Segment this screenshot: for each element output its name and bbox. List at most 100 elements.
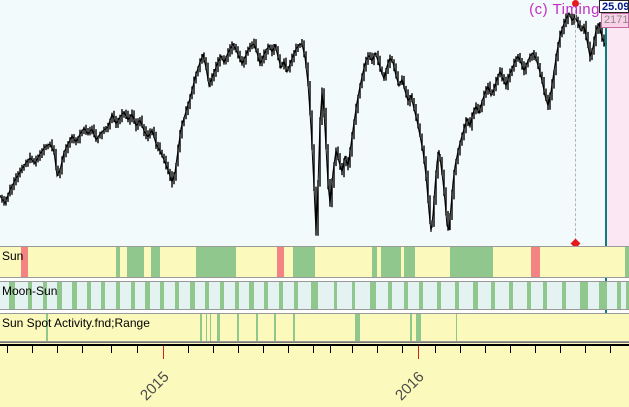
future-highlight-region — [607, 13, 629, 247]
month-tick — [352, 346, 353, 353]
green-stripe — [388, 282, 392, 309]
green-stripe — [175, 282, 179, 309]
green-stripe — [116, 247, 120, 277]
green-stripe — [543, 282, 547, 309]
green-stripe — [9, 282, 15, 309]
green-stripe — [455, 282, 459, 309]
green-stripe — [210, 314, 211, 341]
green-stripe — [509, 282, 513, 309]
band-sun-spot-activity-label: Sun Spot Activity.fnd;Range — [2, 316, 150, 330]
green-stripe — [437, 282, 441, 309]
green-stripe — [626, 282, 629, 309]
green-stripe — [456, 314, 457, 341]
month-tick — [585, 346, 586, 353]
current-date-line — [605, 0, 607, 348]
red-stripe — [21, 247, 28, 277]
green-stripe — [625, 247, 629, 277]
price-chart-plot[interactable]: (c) Timing 25.09 2171 — [0, 0, 629, 348]
green-stripe — [599, 282, 607, 309]
month-tick — [213, 346, 214, 353]
time-axis: 2015 2016 — [0, 342, 629, 407]
green-stripe — [206, 314, 207, 341]
green-stripe — [370, 282, 376, 309]
band-sun-spot-activity[interactable]: Sun Spot Activity.fnd;Range — [0, 313, 629, 342]
month-tick — [137, 346, 138, 353]
green-stripe — [293, 247, 315, 277]
green-stripe — [196, 247, 236, 277]
year-tick — [163, 346, 164, 359]
last-price-label: 2171 — [601, 13, 629, 28]
green-stripe — [580, 282, 588, 309]
axis-line — [0, 342, 629, 343]
month-tick — [485, 346, 486, 353]
green-stripe — [404, 247, 415, 277]
green-stripe — [404, 282, 408, 309]
year-tick — [418, 346, 419, 359]
green-stripe — [473, 282, 478, 309]
green-stripe — [381, 247, 401, 277]
dashed-cursor-line — [575, 5, 576, 241]
green-stripe — [352, 282, 355, 309]
month-tick — [377, 346, 378, 353]
green-stripe — [151, 247, 160, 277]
green-stripe — [87, 282, 91, 309]
green-stripe — [131, 282, 135, 309]
month-tick — [402, 346, 403, 353]
green-stripe — [101, 282, 105, 309]
green-stripe — [293, 314, 295, 341]
green-stripe — [562, 282, 566, 309]
month-tick — [7, 346, 8, 353]
green-stripe — [190, 282, 195, 309]
green-stripe — [311, 282, 318, 309]
green-stripe — [274, 314, 276, 341]
year-label: 2015 — [137, 368, 173, 405]
green-stripe — [294, 282, 298, 309]
green-stripe — [410, 314, 412, 341]
month-tick — [82, 346, 83, 353]
green-stripe — [160, 282, 164, 309]
red-stripe — [277, 247, 284, 277]
green-stripe — [491, 282, 495, 309]
month-tick — [111, 346, 112, 353]
month-tick — [57, 346, 58, 353]
red-dot-marker — [572, 0, 579, 7]
band-sun-label: Sun — [2, 249, 24, 263]
green-stripe — [334, 282, 337, 309]
green-stripe — [57, 282, 62, 309]
green-stripe — [249, 282, 254, 309]
green-stripe — [220, 282, 224, 309]
green-stripe — [527, 282, 531, 309]
green-stripe — [145, 282, 150, 309]
green-stripe — [264, 282, 268, 309]
month-tick — [460, 346, 461, 353]
month-tick — [32, 346, 33, 353]
band-sun[interactable]: Sun — [0, 246, 629, 278]
green-stripe — [217, 314, 220, 341]
green-stripe — [416, 314, 421, 341]
green-stripe — [28, 282, 32, 309]
month-tick — [610, 346, 611, 353]
scale-value-label: 25.09 — [599, 0, 629, 13]
month-tick — [238, 346, 239, 353]
month-tick — [330, 346, 331, 353]
green-stripe — [205, 282, 209, 309]
price-bars-chart[interactable] — [0, 0, 629, 247]
month-tick — [560, 346, 561, 353]
green-stripe — [355, 314, 360, 341]
month-tick — [263, 346, 264, 353]
month-tick — [188, 346, 189, 353]
copyright-watermark: (c) Timing — [529, 1, 600, 18]
green-stripe — [279, 282, 283, 309]
axis-line — [0, 344, 629, 346]
green-stripe — [46, 314, 48, 341]
band-moon-sun[interactable]: Moon-Sun — [0, 281, 629, 310]
green-stripe — [127, 247, 144, 277]
green-stripe — [617, 282, 621, 309]
month-tick — [288, 346, 289, 353]
green-stripe — [372, 247, 377, 277]
month-tick — [535, 346, 536, 353]
green-stripe — [72, 282, 77, 309]
year-label: 2016 — [392, 368, 428, 405]
band-moon-sun-label: Moon-Sun — [2, 284, 58, 298]
